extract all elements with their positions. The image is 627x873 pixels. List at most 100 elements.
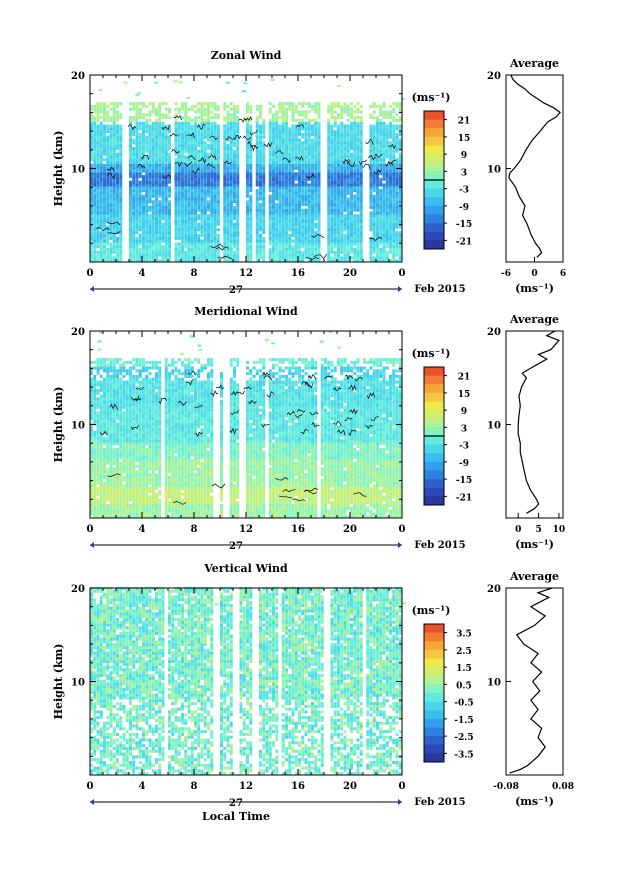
heatmap-cell	[116, 172, 119, 176]
heatmap-cell	[190, 256, 194, 260]
heatmap-cell	[343, 141, 347, 145]
heatmap-cell	[340, 217, 344, 221]
heatmap-cell	[343, 509, 347, 513]
heatmap-cell	[194, 144, 197, 148]
heatmap-cell	[223, 132, 227, 136]
heatmap-cell	[177, 256, 181, 260]
heatmap-cell	[337, 205, 340, 209]
heatmap-cell	[376, 104, 379, 108]
heatmap-cell	[317, 183, 321, 187]
heatmap-cell	[216, 219, 220, 223]
heatmap-cell	[311, 186, 314, 190]
heatmap-cell	[314, 247, 318, 251]
heatmap-cell	[392, 219, 396, 223]
heatmap-cell	[203, 107, 207, 111]
heatmap-cell	[379, 189, 383, 193]
heatmap-cell	[262, 203, 266, 207]
heatmap-cell	[96, 239, 100, 243]
heatmap-cell	[285, 116, 288, 120]
heatmap-cell	[132, 259, 136, 263]
heatmap-cell	[288, 149, 292, 153]
heatmap-cell	[281, 177, 285, 181]
heatmap-cell	[197, 102, 201, 106]
heatmap-cell	[311, 158, 314, 162]
heatmap-cell	[272, 116, 275, 120]
heatmap-cell	[184, 512, 188, 516]
heatmap-cell	[398, 107, 402, 111]
heatmap-cell	[119, 231, 123, 235]
heatmap-cell	[96, 503, 100, 507]
heatmap-cell	[382, 183, 386, 187]
heatmap-cell	[398, 158, 402, 162]
heatmap-cell	[389, 144, 392, 148]
heatmap-cell	[116, 239, 119, 243]
heatmap-cell	[187, 116, 191, 120]
heatmap-cell	[164, 144, 168, 148]
heatmap-cell	[174, 506, 178, 510]
heatmap-cell	[132, 183, 136, 187]
heatmap-cell	[164, 203, 168, 207]
heatmap-cell	[353, 256, 357, 260]
heatmap-cell	[103, 144, 106, 148]
heatmap-cell	[96, 214, 100, 218]
heatmap-cell	[255, 231, 259, 235]
heatmap-cell	[148, 253, 152, 257]
heatmap-cell	[350, 127, 353, 131]
heatmap-cell	[116, 200, 119, 204]
heatmap-cell	[389, 242, 392, 246]
heatmap-cell	[395, 259, 399, 263]
heatmap-cell	[213, 225, 217, 229]
heatmap-cell	[350, 217, 353, 221]
heatmap-cell	[138, 186, 142, 190]
heatmap-cell	[337, 256, 340, 260]
heatmap-cell	[272, 130, 275, 134]
heatmap-cell	[158, 208, 162, 212]
heatmap-cell	[145, 186, 149, 190]
heatmap-cell	[275, 135, 279, 139]
heatmap-cell	[229, 166, 233, 170]
heatmap-cell	[389, 245, 392, 249]
heatmap-cell	[301, 110, 305, 114]
heatmap-cell	[337, 203, 340, 207]
heatmap-cell	[177, 194, 181, 198]
heatmap-cell	[327, 155, 331, 159]
heatmap-cell	[109, 236, 113, 240]
heatmap-cell	[116, 228, 119, 232]
heatmap-cell	[259, 242, 262, 246]
heatmap-cell	[223, 183, 227, 187]
heatmap-cell	[90, 163, 93, 167]
heatmap-cell	[203, 158, 207, 162]
heatmap-cell	[194, 211, 197, 215]
heatmap-cell	[203, 214, 207, 218]
heatmap-cell	[158, 191, 162, 195]
heatmap-cell	[259, 163, 262, 167]
heatmap-cell	[285, 222, 288, 226]
heatmap-cell	[236, 233, 240, 237]
heatmap-cell	[288, 155, 292, 159]
contour-line	[342, 158, 351, 165]
heatmap-cell	[268, 247, 272, 251]
heatmap-cell	[135, 110, 139, 114]
heatmap-cell	[372, 200, 376, 204]
heatmap-cell	[135, 127, 139, 131]
heatmap-cell	[281, 146, 285, 150]
heatmap-cell	[353, 231, 357, 235]
heatmap-cell	[135, 149, 139, 153]
heatmap-cell	[395, 102, 399, 106]
heatmap-cell	[369, 222, 373, 226]
heatmap-cell	[148, 130, 152, 134]
heatmap-cell	[200, 124, 204, 128]
heatmap-cell	[158, 102, 162, 106]
heatmap-cell	[164, 211, 168, 215]
heatmap-cell	[106, 152, 110, 156]
heatmap-cell	[294, 512, 298, 516]
heatmap-cell	[116, 161, 119, 165]
heatmap-cell	[259, 194, 262, 198]
heatmap-cell	[90, 130, 93, 134]
heatmap-cell	[382, 247, 386, 251]
heatmap-cell	[291, 141, 295, 145]
heatmap-cell	[340, 219, 344, 223]
heatmap-cell	[281, 231, 285, 235]
heatmap-cell	[392, 166, 396, 170]
heatmap-cell	[96, 127, 100, 131]
